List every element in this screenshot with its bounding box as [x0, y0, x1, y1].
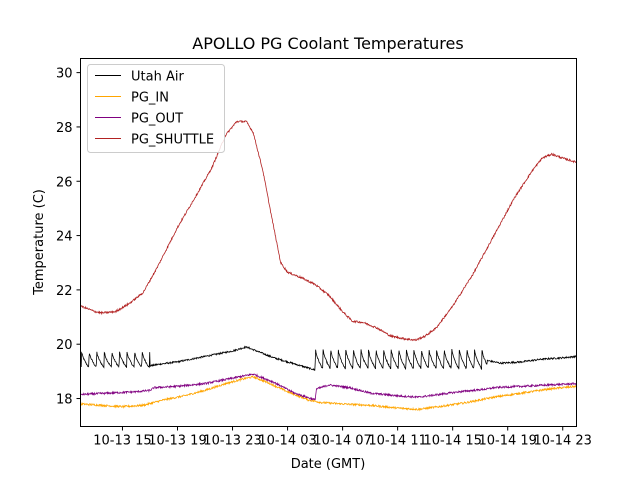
series-line-pg-shuttle: [80, 120, 577, 342]
x-tick-label: 10-13 19: [148, 434, 206, 449]
series-line-pg-out: [80, 372, 577, 401]
x-tick-label: 10-13 23: [203, 434, 261, 449]
legend-label-pg-shuttle: PG_SHUTTLE: [131, 133, 214, 148]
series-line-utah-air: [80, 345, 577, 371]
x-axis-label: Date (GMT): [291, 457, 366, 472]
legend: Utah Air PG_IN PG_OUT PG_SHUTTLE: [87, 64, 225, 153]
y-tick-label: 20: [56, 338, 73, 353]
x-tick-label: 10-14 07: [313, 434, 371, 449]
series-layer: [80, 120, 577, 412]
x-tick-label: 10-13 15: [93, 434, 151, 449]
x-tick-label: 10-14 11: [368, 434, 426, 449]
legend-box: [87, 64, 225, 153]
x-tick-label: 10-14 23: [534, 434, 592, 449]
legend-label-pg-in: PG_IN: [131, 91, 169, 106]
series-line-pg-in: [80, 375, 577, 412]
y-tick-label: 30: [56, 67, 73, 82]
y-axis: 18 20 22 24 26 28 30: [56, 67, 81, 408]
x-tick-label: 10-14 03: [258, 434, 316, 449]
chart-title: APOLLO PG Coolant Temperatures: [192, 34, 463, 53]
y-tick-label: 22: [56, 284, 73, 299]
y-tick-label: 26: [56, 175, 73, 190]
y-tick-label: 18: [56, 393, 73, 408]
legend-label-utah-air: Utah Air: [131, 70, 184, 85]
x-tick-label: 10-14 15: [423, 434, 481, 449]
y-tick-label: 28: [56, 121, 73, 136]
plot-frame: [80, 58, 577, 427]
x-tick-label: 10-14 19: [478, 434, 536, 449]
y-tick-label: 24: [56, 230, 73, 245]
y-axis-label: Temperature (C): [32, 189, 47, 296]
legend-label-pg-out: PG_OUT: [131, 112, 183, 127]
